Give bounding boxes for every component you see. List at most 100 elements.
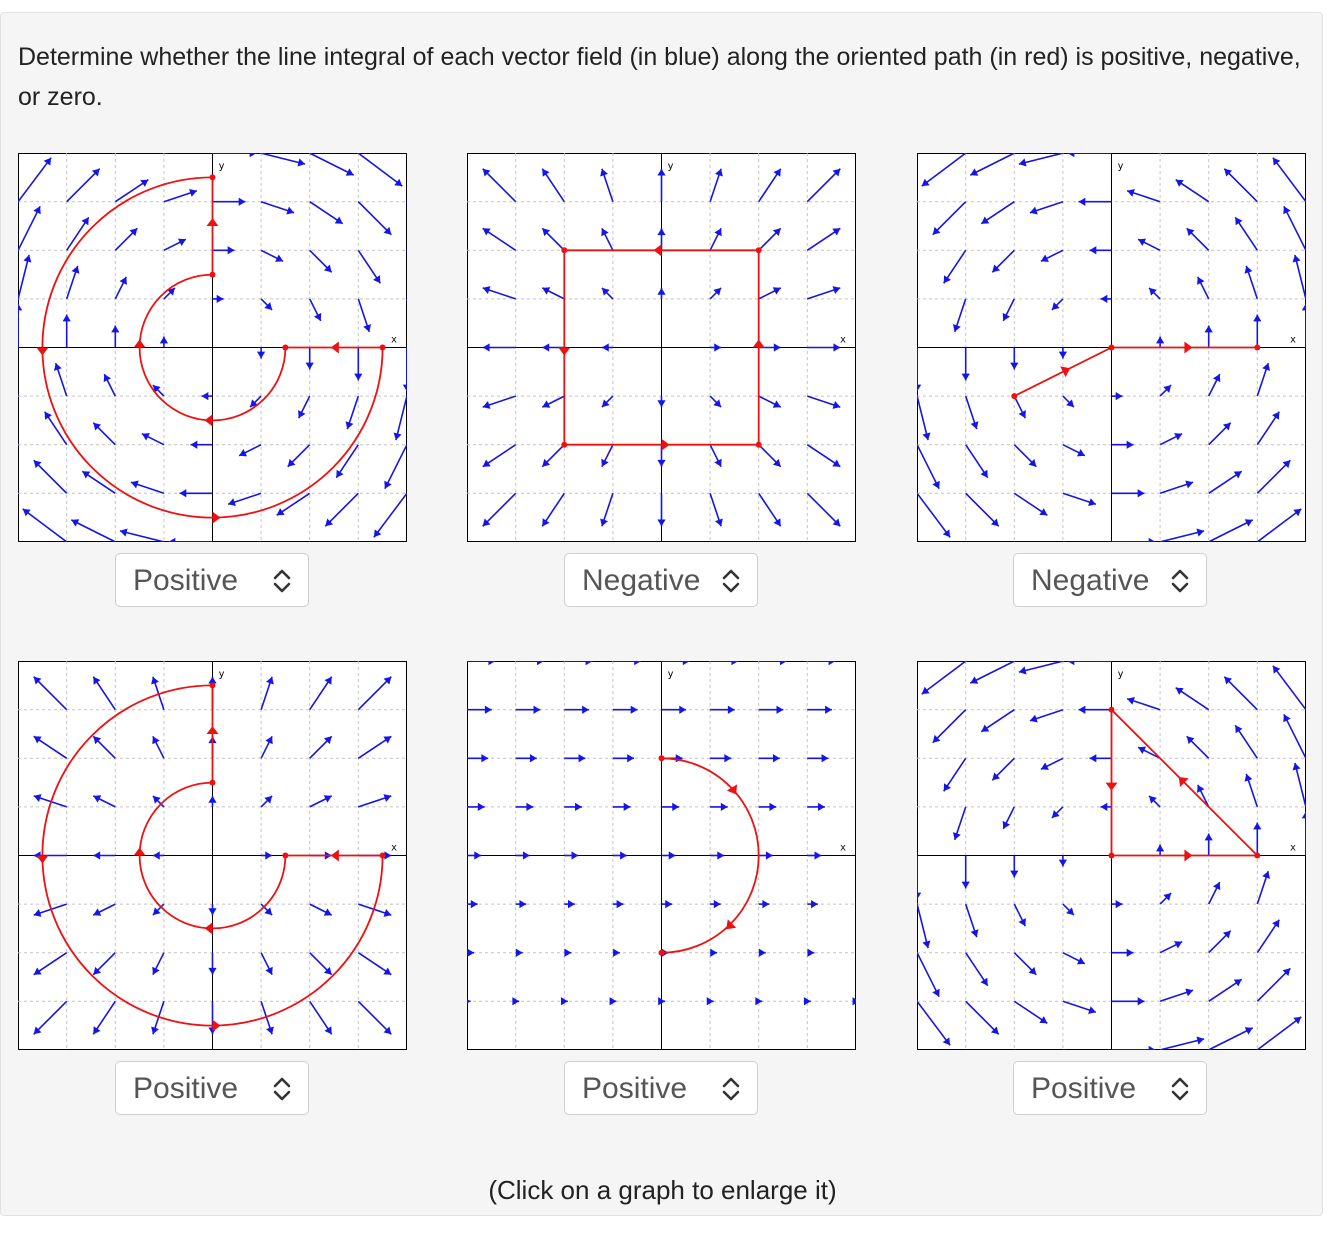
field-arrow-head: [1283, 206, 1291, 215]
path-direction-arrow: [726, 784, 738, 795]
field-arrow-head: [111, 325, 120, 333]
field-arrow-head: [33, 676, 42, 685]
field-arrow-head: [1155, 844, 1165, 852]
field-arrow-head: [383, 676, 392, 685]
field-arrow-head: [942, 529, 951, 538]
field-arrow-head: [1301, 303, 1306, 311]
answer-select-6[interactable]: Positive: [1013, 1061, 1207, 1115]
field-arrow: [18, 205, 41, 251]
field-arrow: [806, 492, 841, 527]
field-arrow-head: [1235, 725, 1243, 734]
answer-select-4[interactable]: Positive: [115, 1061, 309, 1115]
field-arrow-head: [720, 802, 728, 812]
field-arrow-head: [713, 287, 722, 296]
field-arrow-head: [578, 754, 586, 763]
field-arrow-head: [1066, 907, 1074, 916]
path-point: [209, 682, 216, 689]
graph-6[interactable]: xy: [917, 661, 1306, 1050]
oriented-path: [36, 682, 386, 1032]
x-axis-label: x: [1290, 843, 1296, 854]
field-arrow-head: [159, 336, 169, 344]
field-arrow-head: [1029, 714, 1038, 723]
path-point: [1254, 852, 1261, 859]
field-arrow-head: [266, 1026, 274, 1035]
answer-select-1[interactable]: Positive: [115, 553, 309, 607]
field-arrow-head: [151, 1026, 159, 1035]
field-arrow-head: [724, 754, 732, 763]
field-arrow-head: [1137, 997, 1145, 1006]
path-direction-arrow: [36, 855, 49, 864]
field-arrow-head: [384, 851, 392, 860]
field-arrow-head: [773, 168, 781, 177]
x-axis-label: x: [840, 843, 846, 854]
field-arrow-head: [917, 384, 922, 392]
field-arrow-head: [323, 908, 332, 916]
answer-select-5[interactable]: Positive: [564, 1061, 758, 1115]
field-arrow-head: [43, 157, 52, 166]
field-arrow-head: [1126, 440, 1134, 449]
field-arrow-head: [706, 997, 714, 1006]
field-arrow-head: [657, 459, 666, 467]
path-point: [379, 852, 386, 859]
oriented-path: [1011, 341, 1261, 400]
field-arrow-head: [71, 265, 80, 274]
graph-3[interactable]: xy: [917, 153, 1306, 542]
field-arrow-head: [482, 518, 491, 527]
field-arrow-head: [1088, 1006, 1096, 1015]
field-arrow-head: [932, 988, 940, 997]
field-arrow-head: [264, 795, 273, 804]
field-arrow-head: [529, 754, 537, 763]
field-arrow-head: [1292, 762, 1301, 771]
answer-select-2[interactable]: Negative: [564, 553, 758, 607]
field-arrow-head: [1002, 820, 1011, 829]
field-arrow-head: [467, 948, 475, 957]
field-arrow-head: [585, 661, 593, 666]
field-arrow-head: [814, 851, 822, 860]
path-point: [282, 344, 289, 351]
vector-field: [18, 153, 407, 542]
path-point: [755, 247, 762, 254]
field-arrow-head: [1204, 833, 1213, 841]
field-arrow-head: [1127, 696, 1135, 705]
field-arrow: [18, 254, 30, 300]
y-axis-label: y: [219, 669, 225, 680]
field-arrow-head: [922, 432, 931, 441]
graph-5[interactable]: xy: [467, 661, 856, 1050]
field-arrow-head: [208, 795, 217, 803]
field-arrow-head: [373, 275, 381, 284]
field-arrow-head: [1174, 941, 1183, 949]
field-arrow-head: [961, 373, 970, 381]
field-arrow-head: [44, 411, 52, 420]
field-arrow-head: [1100, 802, 1108, 812]
field-arrow-head: [537, 661, 544, 666]
field-arrow: [70, 519, 116, 542]
answer-select-3-value: Negative: [1031, 564, 1150, 597]
field-arrow-head: [1212, 374, 1221, 383]
field-arrow-head: [601, 343, 609, 352]
field-arrow-head: [1010, 870, 1019, 878]
field-arrow: [1256, 1016, 1302, 1050]
field-arrow-head: [717, 851, 725, 860]
path-point: [1108, 706, 1115, 713]
field-arrow-head: [1253, 822, 1262, 830]
graph-2[interactable]: xy: [467, 153, 856, 542]
field-arrow-head: [1224, 168, 1233, 177]
field-arrow: [1256, 508, 1302, 542]
path-direction-arrow: [36, 347, 49, 356]
field-arrow-head: [668, 851, 676, 860]
field-arrow-head: [1244, 1027, 1253, 1035]
field-arrow: [1256, 967, 1291, 1002]
path-direction-arrow: [653, 244, 662, 257]
field-arrow-head: [33, 967, 42, 975]
field-arrow-head: [208, 676, 217, 684]
field-arrow-head: [1058, 859, 1068, 867]
field-arrow-head: [482, 228, 491, 236]
graph-1[interactable]: xy: [18, 153, 407, 542]
answer-select-1-value: Positive: [133, 564, 239, 597]
answer-select-3[interactable]: Negative: [1013, 553, 1207, 607]
path-point: [209, 174, 216, 181]
field-arrow-head: [1051, 302, 1060, 310]
graph-4[interactable]: xy: [18, 661, 407, 1050]
field-arrow-head: [33, 794, 42, 802]
field-arrow: [1208, 1027, 1254, 1050]
